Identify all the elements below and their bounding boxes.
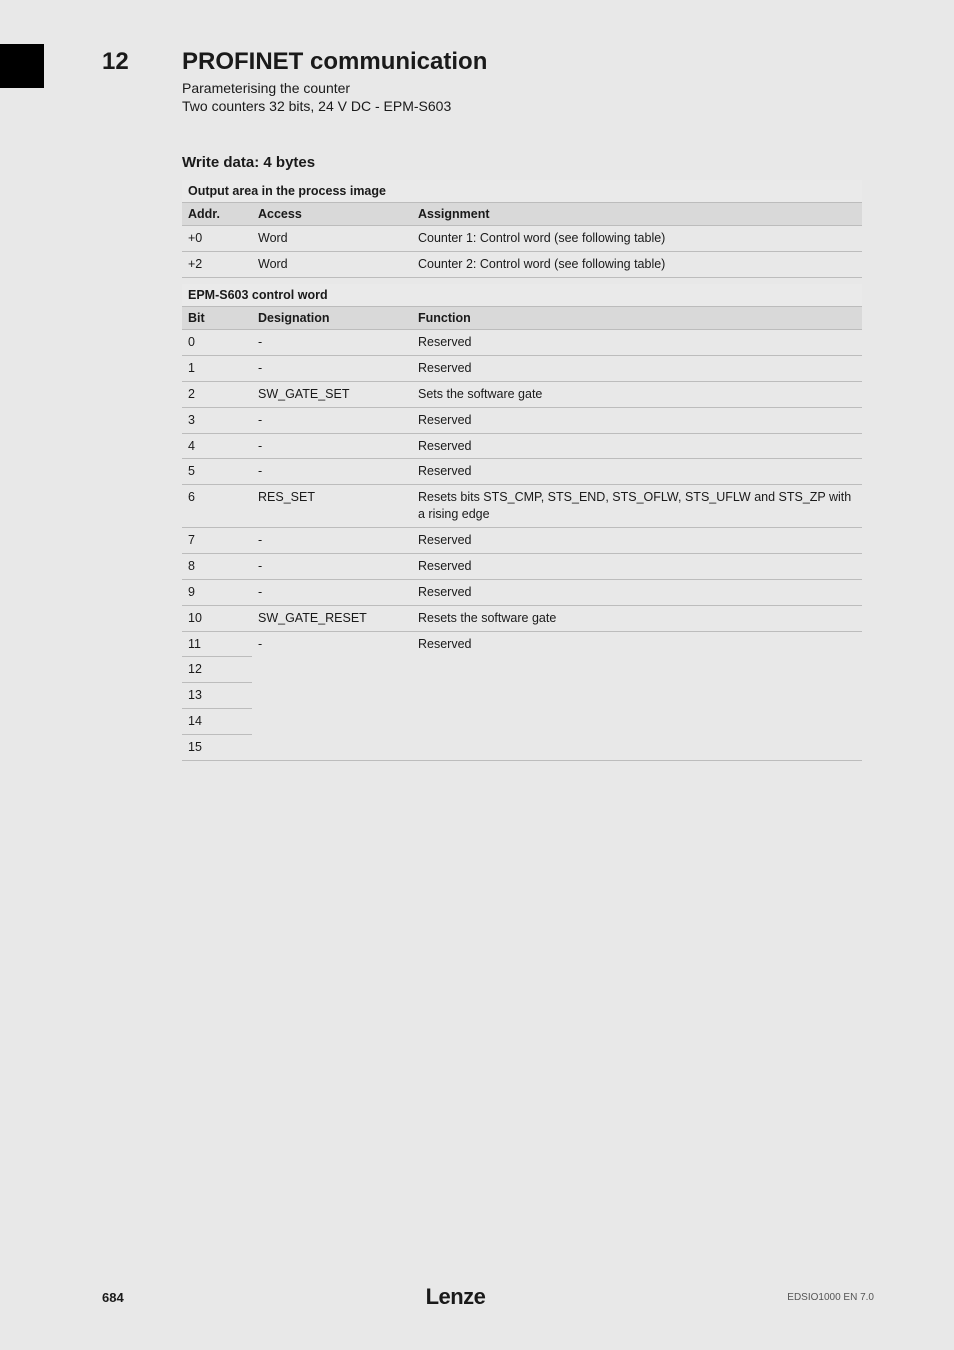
table1-header-assignment: Assignment: [412, 203, 862, 226]
cell: -: [252, 553, 412, 579]
cell: -: [252, 631, 412, 760]
cell: -: [252, 355, 412, 381]
subheading-1: Parameterising the counter: [182, 80, 350, 96]
cell: 0: [182, 330, 252, 356]
cell: Reserved: [412, 330, 862, 356]
table-row: 4 - Reserved: [182, 433, 862, 459]
cell: 7: [182, 528, 252, 554]
cell: 6: [182, 485, 252, 528]
cell: 9: [182, 579, 252, 605]
cell: 8: [182, 553, 252, 579]
cell: Reserved: [412, 553, 862, 579]
control-word-table: EPM-S603 control word Bit Designation Fu…: [182, 284, 862, 761]
cell: 10: [182, 605, 252, 631]
cell: Counter 2: Control word (see following t…: [412, 251, 862, 277]
table-row: +2 Word Counter 2: Control word (see fol…: [182, 251, 862, 277]
doc-id: EDSIO1000 EN 7.0: [787, 1292, 874, 1303]
cell: RES_SET: [252, 485, 412, 528]
cell: Resets bits STS_CMP, STS_END, STS_OFLW, …: [412, 485, 862, 528]
cell: Word: [252, 226, 412, 252]
table2-title: EPM-S603 control word: [182, 284, 862, 307]
cell: Reserved: [412, 579, 862, 605]
cell: +2: [182, 251, 252, 277]
section-tab: [0, 44, 44, 88]
cell: 11: [182, 631, 252, 657]
output-area-table: Output area in the process image Addr. A…: [182, 180, 862, 278]
cell: Word: [252, 251, 412, 277]
table-row: 3 - Reserved: [182, 407, 862, 433]
table-row: 5 - Reserved: [182, 459, 862, 485]
table-row: 9 - Reserved: [182, 579, 862, 605]
cell: 5: [182, 459, 252, 485]
cell: 2: [182, 381, 252, 407]
logo-text: Lenze: [426, 1284, 486, 1310]
cell: Reserved: [412, 433, 862, 459]
cell: Reserved: [412, 407, 862, 433]
cell: +0: [182, 226, 252, 252]
table-row: +0 Word Counter 1: Control word (see fol…: [182, 226, 862, 252]
cell: Reserved: [412, 631, 862, 760]
table-row: 8 - Reserved: [182, 553, 862, 579]
cell: SW_GATE_SET: [252, 381, 412, 407]
table-row: 11 - Reserved: [182, 631, 862, 657]
cell: 15: [182, 735, 252, 761]
table1-title: Output area in the process image: [182, 180, 862, 203]
table-row: 7 - Reserved: [182, 528, 862, 554]
cell: SW_GATE_RESET: [252, 605, 412, 631]
table2-header-designation: Designation: [252, 307, 412, 330]
heading-write-data: Write data: 4 bytes: [182, 154, 315, 171]
section-number: 12: [102, 48, 129, 76]
table-row: 6 RES_SET Resets bits STS_CMP, STS_END, …: [182, 485, 862, 528]
page-title: PROFINET communication: [182, 48, 487, 76]
table2-header-bit: Bit: [182, 307, 252, 330]
cell: Counter 1: Control word (see following t…: [412, 226, 862, 252]
table2-header-function: Function: [412, 307, 862, 330]
cell: -: [252, 528, 412, 554]
cell: 1: [182, 355, 252, 381]
cell: -: [252, 407, 412, 433]
cell: 13: [182, 683, 252, 709]
subheading-2: Two counters 32 bits, 24 V DC - EPM-S603: [182, 98, 451, 114]
table-row: 2 SW_GATE_SET Sets the software gate: [182, 381, 862, 407]
cell: Reserved: [412, 528, 862, 554]
cell: 4: [182, 433, 252, 459]
cell: 14: [182, 709, 252, 735]
cell: 3: [182, 407, 252, 433]
footer: 684 Lenze EDSIO1000 EN 7.0: [0, 1284, 954, 1310]
table-row: 10 SW_GATE_RESET Resets the software gat…: [182, 605, 862, 631]
cell: -: [252, 330, 412, 356]
page-number: 684: [102, 1290, 124, 1305]
cell: 12: [182, 657, 252, 683]
table-row: 0 - Reserved: [182, 330, 862, 356]
logo: Lenze: [426, 1284, 486, 1310]
table-row: 1 - Reserved: [182, 355, 862, 381]
cell: Resets the software gate: [412, 605, 862, 631]
cell: -: [252, 579, 412, 605]
cell: Reserved: [412, 459, 862, 485]
cell: Reserved: [412, 355, 862, 381]
cell: -: [252, 433, 412, 459]
table1-header-access: Access: [252, 203, 412, 226]
table1-header-addr: Addr.: [182, 203, 252, 226]
cell: -: [252, 459, 412, 485]
cell: Sets the software gate: [412, 381, 862, 407]
